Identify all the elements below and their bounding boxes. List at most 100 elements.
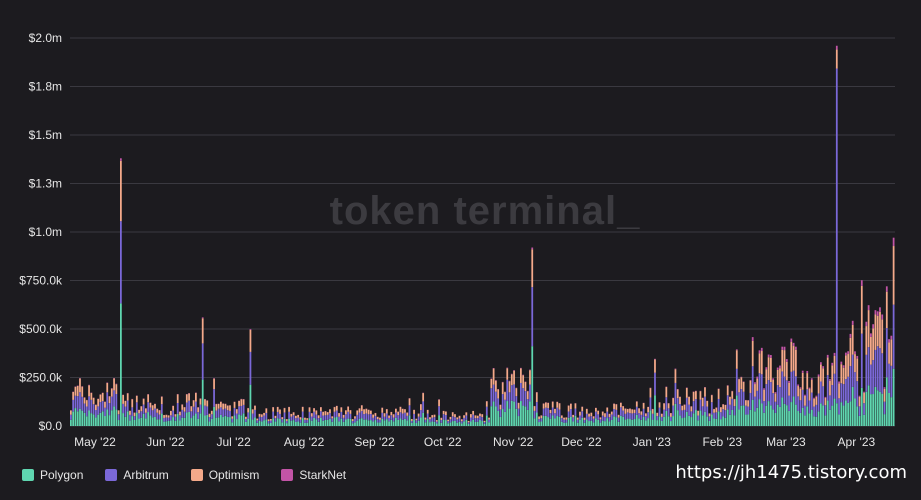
bar-segment-arbitrum: [190, 411, 193, 419]
bar-segment-optimism: [160, 396, 163, 405]
bar-segment-optimism: [856, 358, 859, 382]
bar-segment-optimism: [399, 406, 402, 413]
bar-segment-polygon: [272, 418, 275, 426]
bar-segment-optimism: [115, 384, 118, 394]
bar-segment-arbitrum: [501, 394, 504, 410]
bar-segment-optimism: [226, 405, 229, 411]
bar-segment-polygon: [283, 418, 286, 426]
bar-segment-arbitrum: [163, 417, 165, 422]
bar-segment-arbitrum: [583, 419, 586, 423]
bar-segment-arbitrum: [308, 411, 311, 419]
bar-segment-polygon: [274, 421, 277, 426]
bar-segment-arbitrum: [197, 412, 200, 419]
bar-segment-optimism: [597, 410, 600, 415]
bar-segment-polygon: [176, 413, 179, 426]
bar-segment-polygon: [631, 419, 634, 426]
bar-segment-arbitrum: [463, 417, 465, 422]
bar-segment-polygon: [149, 415, 152, 426]
bar-segment-optimism: [174, 414, 177, 417]
x-axis: May '22 Jun '22 Jul '22 Aug '22 Sep '22 Oct '…: [74, 435, 875, 449]
bar-segment-arbitrum: [838, 398, 840, 415]
bar-segment-optimism: [476, 415, 479, 419]
bar-segment-polygon: [288, 418, 290, 426]
bar-segment-optimism: [608, 413, 611, 417]
bar-segment-starknet: [531, 247, 534, 250]
bar-segment-polygon: [781, 397, 784, 426]
bar-segment-arbitrum: [604, 416, 606, 422]
bar-segment-arbitrum: [429, 419, 431, 423]
bar-segment-starknet: [763, 388, 765, 390]
bar-segment-arbitrum: [638, 413, 640, 419]
bar-segment-arbitrum: [608, 416, 611, 422]
bar-segment-arbitrum: [624, 413, 627, 420]
bar-segment-arbitrum: [488, 419, 490, 423]
bar-segment-optimism: [304, 417, 306, 420]
bar-segment-starknet: [824, 396, 827, 398]
bar-segment-optimism: [197, 407, 200, 413]
bar-segment-arbitrum: [833, 373, 836, 399]
bar-segment-polygon: [706, 416, 709, 426]
legend-item-polygon[interactable]: Polygon: [22, 468, 83, 482]
x-tick-label: Mar '23: [766, 435, 806, 449]
bar-segment-optimism: [526, 391, 529, 400]
bar-segment-polygon: [608, 421, 611, 426]
bar-segment-optimism: [867, 310, 870, 348]
bar-segment-polygon: [260, 421, 263, 426]
bar-segment-arbitrum: [542, 408, 545, 416]
bar-segment-arbitrum: [292, 415, 295, 421]
bar-segment-arbitrum: [456, 419, 459, 423]
bar-segment-starknet: [790, 338, 793, 342]
bar-segment-optimism: [833, 355, 836, 374]
bar-segment-optimism: [817, 376, 820, 394]
bar-segment-arbitrum: [281, 419, 284, 423]
bar-segment-optimism: [681, 405, 684, 411]
bar-segment-optimism: [199, 398, 202, 405]
bar-segment-arbitrum: [390, 415, 393, 420]
bar-segment-arbitrum: [524, 391, 527, 407]
bar-segment-polygon: [410, 422, 413, 426]
bar-segment-arbitrum: [663, 409, 665, 417]
bar-segment-arbitrum: [622, 410, 625, 417]
bar-segment-polygon: [208, 421, 211, 426]
bar-segment-arbitrum: [95, 410, 97, 418]
bar-segment-optimism: [785, 361, 788, 381]
bar-segment-optimism: [349, 410, 352, 414]
bar-segment-polygon: [138, 418, 140, 426]
legend-item-starknet[interactable]: StarkNet: [281, 468, 346, 482]
bar-segment-arbitrum: [465, 415, 468, 420]
bar-segment-optimism: [360, 405, 363, 412]
bar-segment-optimism: [654, 359, 656, 373]
bar-segment-arbitrum: [117, 414, 120, 421]
bar-segment-starknet: [201, 317, 204, 319]
bar-segment-polygon: [483, 423, 486, 426]
bar-segment-arbitrum: [645, 416, 647, 421]
bar-segment-optimism: [301, 406, 304, 412]
bar-segment-arbitrum: [324, 415, 327, 420]
starknet-swatch: [281, 469, 294, 481]
bar-segment-polygon: [645, 420, 647, 426]
bar-segment-optimism: [497, 389, 500, 399]
bar-segment-polygon: [224, 415, 227, 426]
bar-segment-polygon: [383, 420, 386, 426]
bar-segment-optimism: [351, 419, 354, 422]
bar-segment-polygon: [240, 415, 243, 426]
bar-segment-arbitrum: [165, 417, 168, 422]
bar-segment-optimism: [113, 378, 115, 391]
legend-item-optimism[interactable]: Optimism: [190, 468, 259, 482]
bar-segment-optimism: [858, 396, 861, 407]
bar-segment-arbitrum: [701, 406, 704, 416]
bar-segment-polygon: [533, 418, 536, 426]
bar-segment-optimism: [701, 397, 704, 407]
bar-segment-arbitrum: [706, 406, 709, 417]
bar-segment-arbitrum: [563, 419, 565, 423]
bar-segment-arbitrum: [888, 363, 890, 393]
bar-segment-arbitrum: [845, 379, 847, 401]
bar-segment-arbitrum: [890, 365, 893, 398]
bar-segment-arbitrum: [372, 417, 375, 422]
bar-segment-optimism: [165, 414, 168, 418]
bar-segment-polygon: [495, 406, 497, 426]
legend-item-arbitrum[interactable]: Arbitrum: [105, 468, 169, 482]
bar-segment-starknet: [840, 361, 843, 365]
bar-segment-polygon: [790, 402, 793, 426]
bar-segment-arbitrum: [438, 406, 440, 416]
